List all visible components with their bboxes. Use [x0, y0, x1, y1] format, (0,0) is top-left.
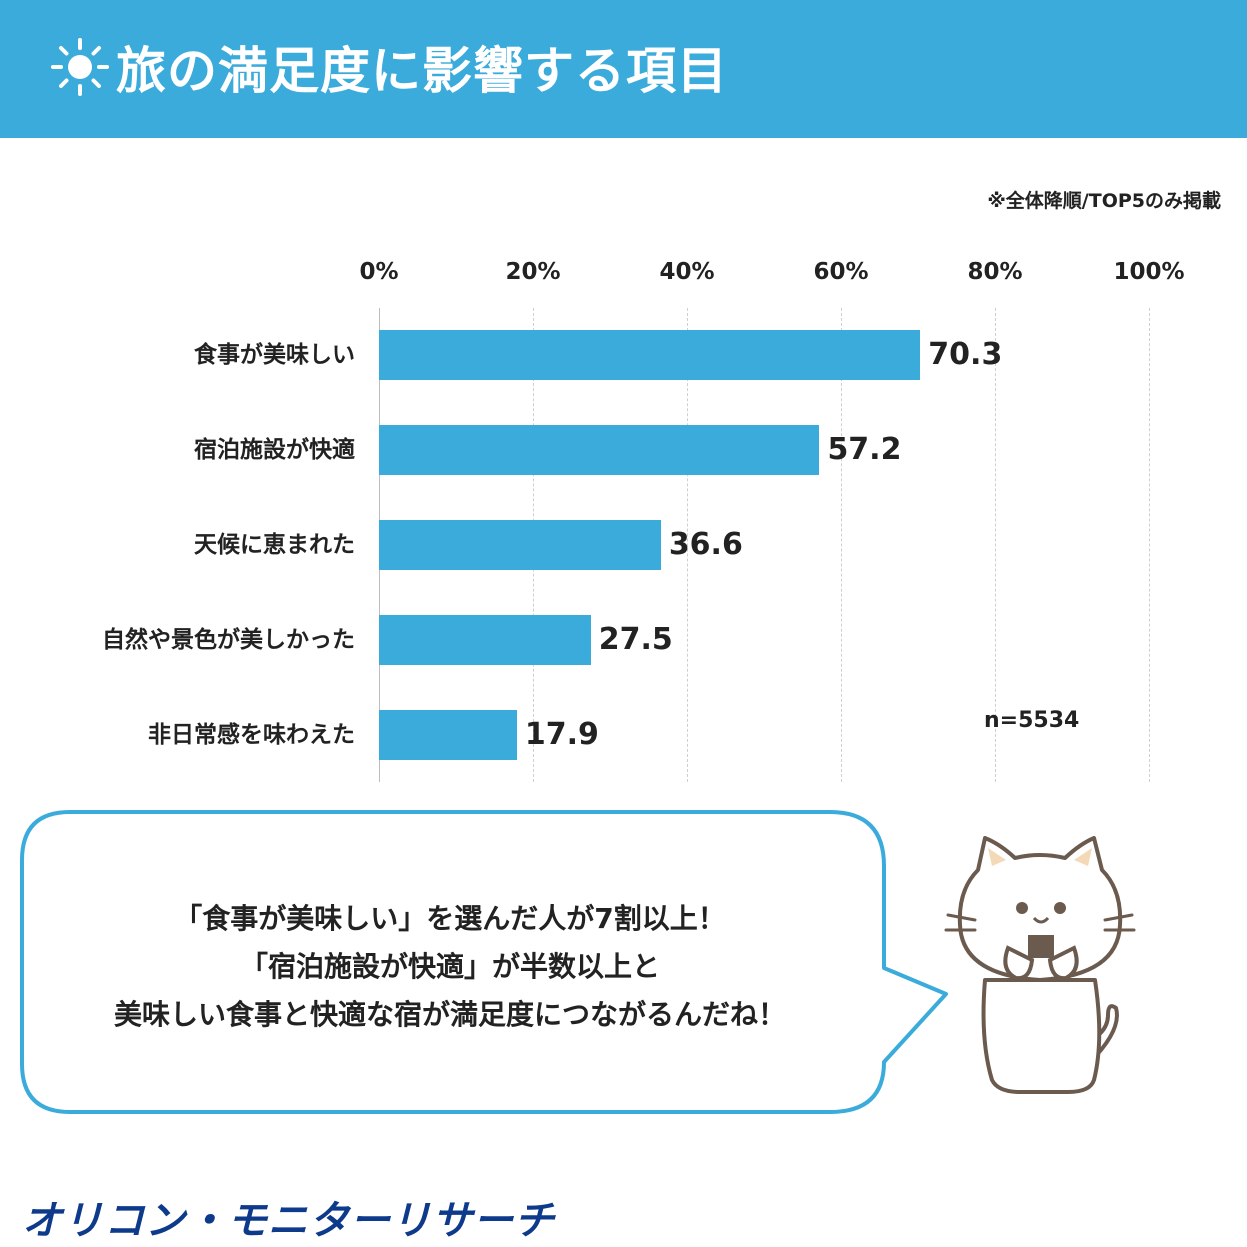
- category-label: 天候に恵まれた: [194, 532, 355, 558]
- grid-line: [1149, 308, 1150, 782]
- x-tick-label: 80%: [967, 259, 1023, 285]
- grid-line: [995, 308, 996, 782]
- category-label: 自然や景色が美しかった: [102, 627, 355, 653]
- bar-value-label: 70.3: [928, 337, 1003, 372]
- sun-icon: [51, 38, 109, 96]
- bar-value-label: 57.2: [827, 432, 902, 467]
- x-tick-label: 20%: [505, 259, 561, 285]
- bar: [379, 615, 591, 665]
- grid-line: [687, 308, 688, 782]
- bar: [379, 520, 661, 570]
- bar: [379, 425, 820, 475]
- page-title: 旅の満足度に影響する項目: [50, 32, 728, 102]
- page-title-text: 旅の満足度に影響する項目: [116, 42, 728, 100]
- footer-logo: オリコン・モニターリサーチ: [22, 1198, 555, 1244]
- bar: [379, 710, 517, 760]
- x-tick-label: 60%: [813, 259, 869, 285]
- category-label: 宿泊施設が快適: [194, 437, 355, 463]
- sample-size-label: n=5534: [984, 708, 1080, 733]
- sort-note: ※全体降順/TOP5のみ掲載: [987, 190, 1221, 212]
- header-banner: 旅の満足度に影響する項目: [0, 0, 1247, 138]
- x-tick-label: 40%: [659, 259, 715, 285]
- bar-value-label: 36.6: [668, 527, 743, 562]
- x-tick-label: 0%: [359, 259, 399, 285]
- cat-mascot-icon: [944, 836, 1136, 1094]
- bar-value-label: 27.5: [598, 622, 673, 657]
- x-tick-label: 100%: [1113, 259, 1185, 285]
- bubble-text: 「食事が美味しい」を選んだ人が7割以上！ 「宿泊施設が快適」が半数以上と 美味し…: [40, 895, 860, 1039]
- category-label: 食事が美味しい: [194, 342, 355, 368]
- bubble-line-1: 「食事が美味しい」を選んだ人が7割以上！: [174, 902, 726, 935]
- bar: [379, 330, 921, 380]
- bubble-line-3: 美味しい食事と快適な宿が満足度につながるんだね！: [113, 998, 786, 1031]
- category-label: 非日常感を味わえた: [148, 722, 355, 748]
- bar-value-label: 17.9: [524, 717, 599, 752]
- bubble-line-2: 「宿泊施設が快適」が半数以上と: [239, 950, 660, 983]
- grid-line: [841, 308, 842, 782]
